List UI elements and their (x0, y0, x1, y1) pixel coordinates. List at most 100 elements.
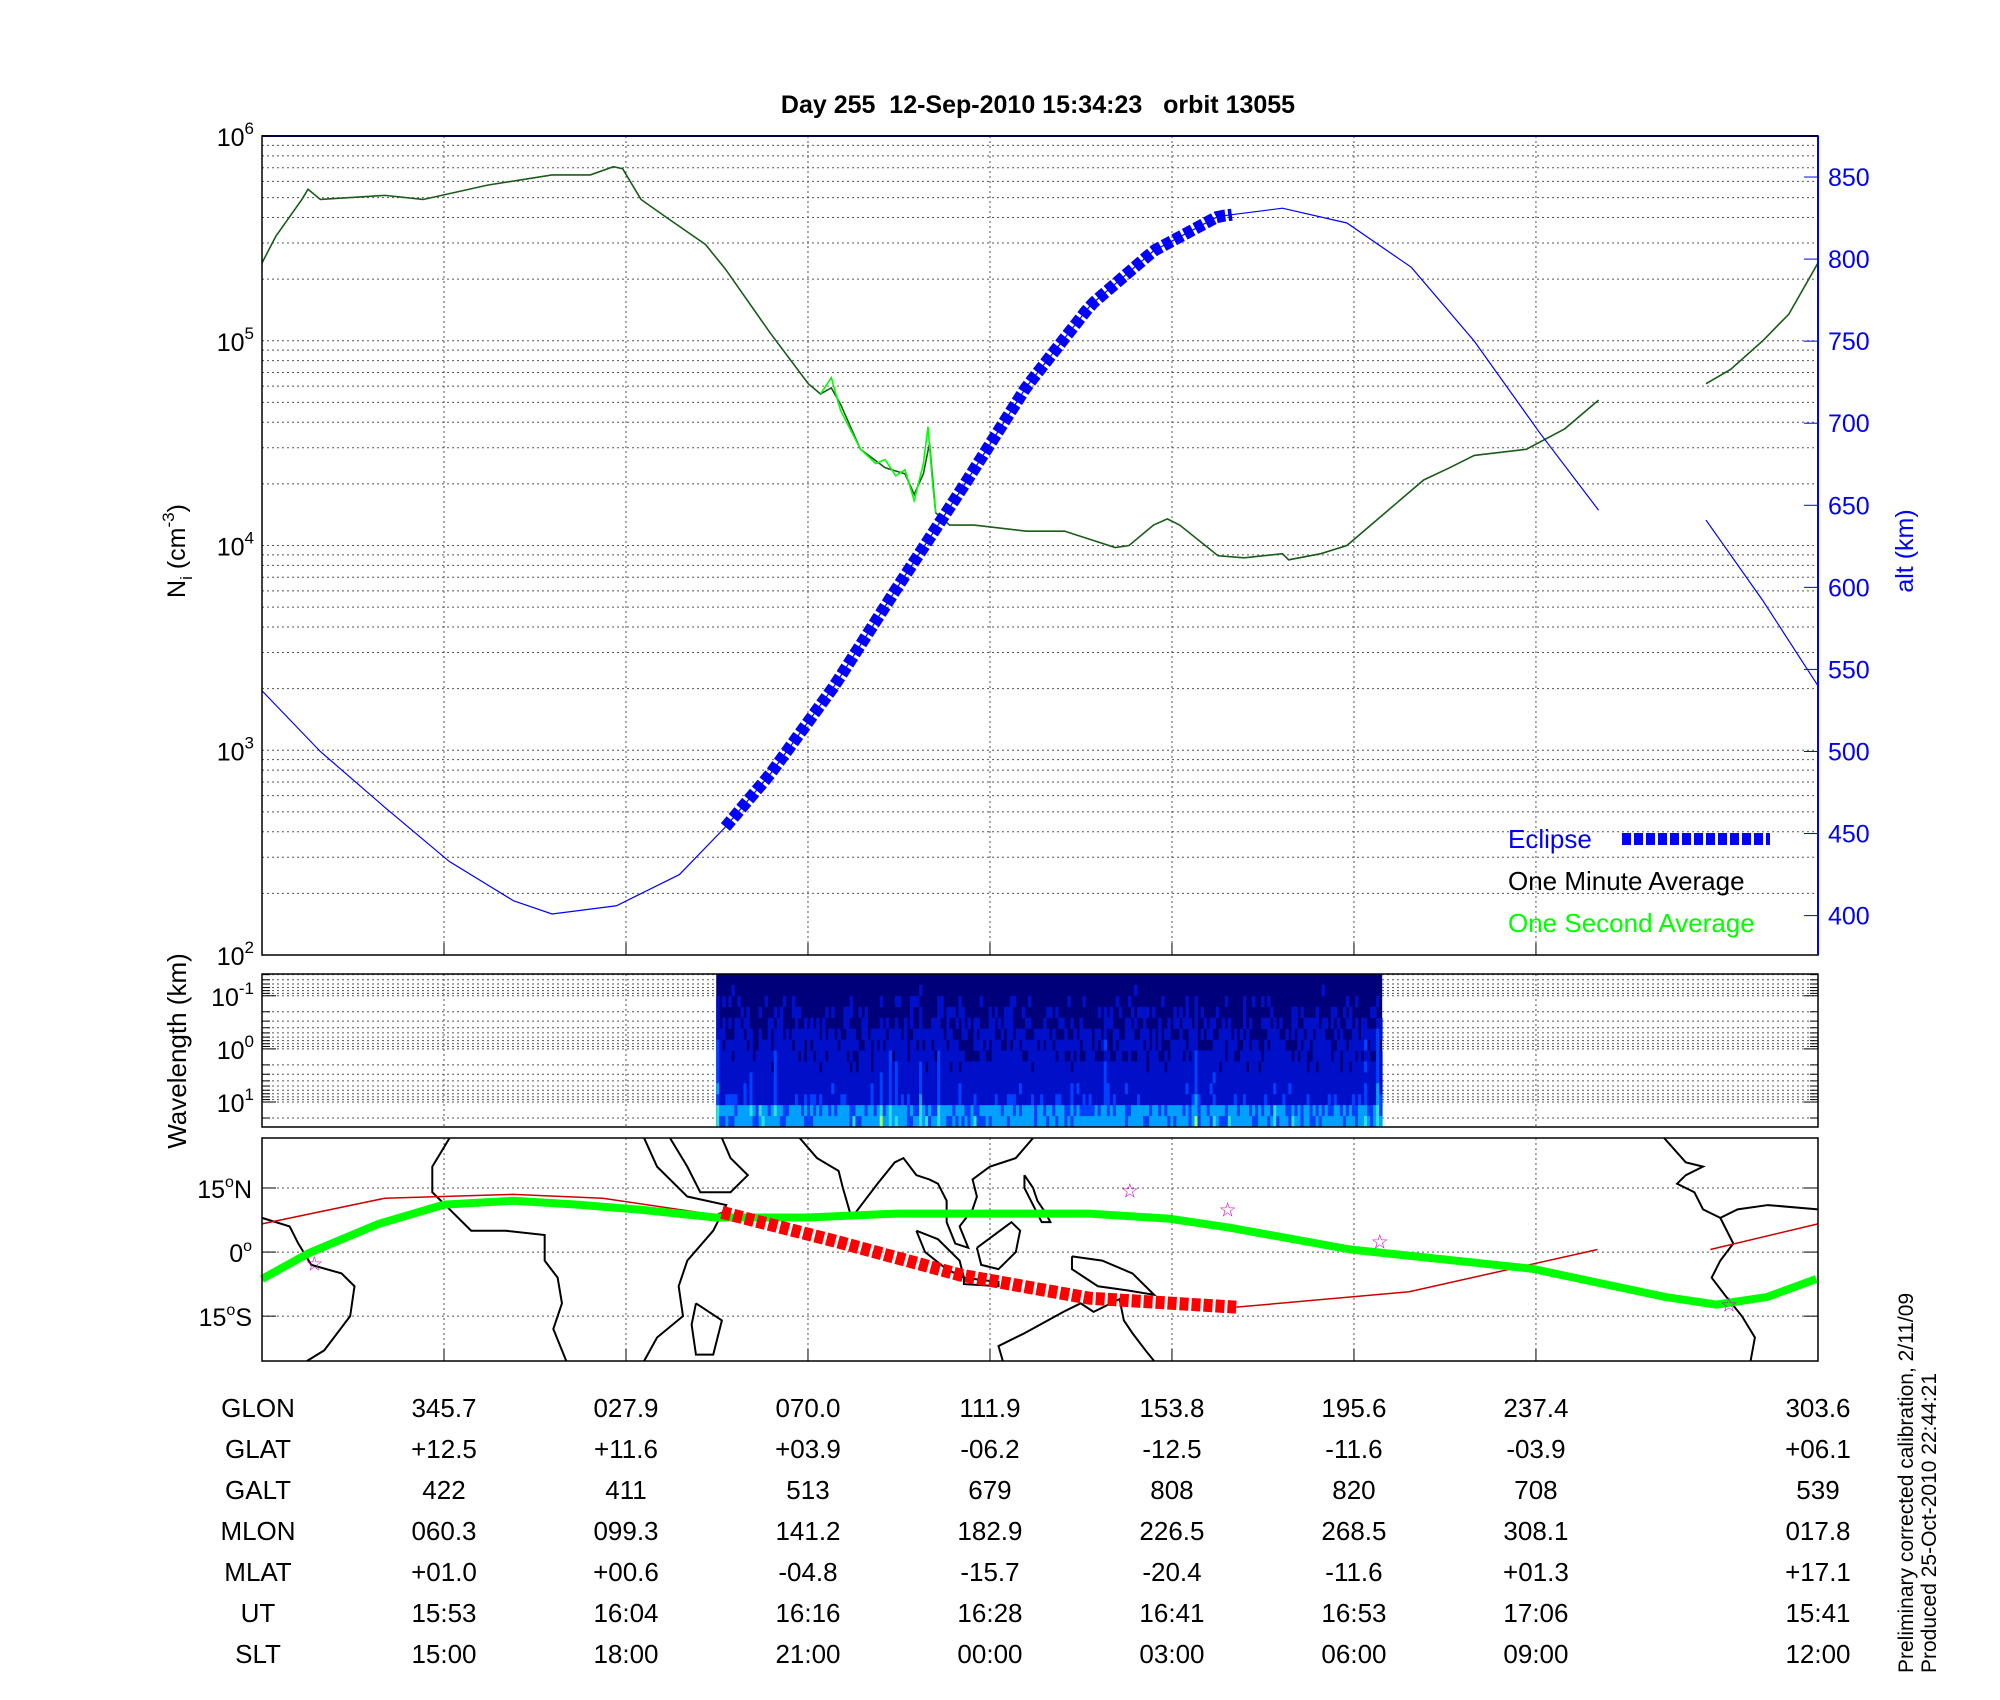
spectrogram-cell (776, 1116, 781, 1128)
spectrogram-cell (1303, 1017, 1307, 1030)
spectrogram-cell (912, 1050, 917, 1062)
spectrogram-cell (934, 1094, 938, 1106)
coastline-madagascar (690, 1302, 724, 1356)
spectrogram-cell (1270, 1083, 1274, 1095)
top-series (261, 165, 1819, 915)
spectrogram-cell (1082, 1028, 1086, 1040)
spectrogram-cell (1037, 1094, 1041, 1106)
spectrogram-cell (1140, 1006, 1144, 1019)
spectrogram-cell (819, 1072, 823, 1084)
spectrogram-cell (1046, 1061, 1050, 1073)
spectrogram-cell (1370, 1083, 1374, 1095)
spectrogram-cell (1031, 1039, 1035, 1051)
spectrogram-cell (870, 1094, 875, 1106)
spectrogram-cell (1379, 1072, 1383, 1084)
spectrogram-cell (1127, 1028, 1132, 1040)
spectrogram-cell (1106, 1061, 1111, 1073)
spectrogram-cell (864, 1094, 868, 1106)
spectrogram-cell (1252, 1105, 1256, 1117)
spectrogram-cell (1312, 1050, 1316, 1062)
spectrogram-cell (903, 1083, 908, 1095)
spectrogram-cell (1073, 1116, 1077, 1128)
spectrogram-cell (867, 1072, 872, 1084)
spectrogram-cell (773, 1083, 778, 1095)
spectrogram-cell (755, 1105, 759, 1117)
spectrogram-cell (1103, 1072, 1108, 1084)
spectrogram-cell (1239, 1105, 1244, 1117)
spectrogram-cell (791, 1094, 796, 1106)
table-cell: 303.6 (1785, 1393, 1850, 1423)
spectrogram-cell (1354, 1061, 1359, 1073)
spectrogram-cell (1342, 1050, 1347, 1062)
spectrogram-cell (946, 1072, 950, 1084)
spectrogram-cell (776, 1094, 781, 1106)
spectrogram-cell (1088, 1094, 1092, 1106)
spectrogram-cell (1245, 1116, 1250, 1128)
table-cell: -15.7 (960, 1557, 1019, 1587)
spectrogram-cell (1230, 1039, 1235, 1051)
spectrogram-cell (985, 1039, 990, 1051)
spectrogram-cell (1351, 1028, 1356, 1040)
spectrogram-cell (1255, 1072, 1259, 1084)
spectrogram-cell (1124, 1017, 1129, 1030)
spectrogram-cell (1052, 1105, 1056, 1117)
spectrogram-cell (719, 1061, 723, 1073)
spectrogram-cell (991, 1072, 996, 1084)
spectrogram-cell (1364, 1094, 1368, 1106)
spectrogram-cell (1252, 1116, 1256, 1128)
spectrogram-cell (964, 1105, 968, 1117)
spectrogram-cell (952, 1105, 956, 1117)
spectrogram-cell (912, 1105, 917, 1117)
spectrogram-cell (1312, 1094, 1316, 1106)
spectrogram-cell (1009, 1006, 1014, 1019)
spectrogram-cell (1312, 1039, 1316, 1051)
spectrogram-cell (1288, 1061, 1292, 1073)
spectrogram-cell (1003, 1094, 1008, 1106)
spectrogram-cell (1206, 1105, 1211, 1117)
spectrogram-cell (1067, 1072, 1071, 1084)
spectrogram-cell (1031, 1072, 1035, 1084)
spectrogram-cell (849, 1116, 853, 1128)
spectrogram-cell (1373, 1006, 1377, 1019)
spectrogram-cell (1070, 1017, 1074, 1030)
spectrogram-cell (982, 1050, 987, 1062)
spectrogram-cell (1279, 1039, 1283, 1051)
spectrogram-cell (1006, 1094, 1011, 1106)
spectrogram-cell (922, 1072, 926, 1084)
spectrogram-cell (1364, 1028, 1368, 1040)
spectrogram-cell (782, 1072, 787, 1084)
spectrogram-cell (997, 1083, 1002, 1095)
spectrogram-cell (955, 1017, 959, 1030)
spectrogram-cell (1103, 1083, 1108, 1095)
spectrogram-cell (1221, 1105, 1226, 1117)
spectrogram-cell (1109, 1017, 1114, 1030)
spectrogram-cell (1264, 1072, 1268, 1084)
spectrogram-cell (728, 1017, 732, 1030)
spectrogram-cell (819, 1105, 823, 1117)
spectrogram-cell (825, 1072, 829, 1084)
spectrogram-cell (967, 1017, 971, 1030)
spectrogram-cell (916, 1105, 920, 1117)
table-cell: 345.7 (411, 1393, 476, 1423)
coastline-philippines (1023, 1174, 1052, 1224)
spectrogram-cell (1124, 1105, 1129, 1117)
spectrogram-cell (952, 1006, 956, 1019)
spectrogram-cell (1336, 1039, 1341, 1051)
spectrogram-cell (1152, 1116, 1156, 1128)
spectrogram-cell (979, 1050, 984, 1062)
spectrogram-cell (785, 1039, 790, 1051)
spectrogram-cell (922, 1116, 926, 1128)
y-tick-label: 106 (217, 119, 254, 152)
y2-tick-label: 400 (1828, 903, 1870, 931)
spectrogram-cell (973, 1017, 977, 1030)
spectrogram-cell (985, 1028, 990, 1040)
spectrogram-cell (937, 1050, 941, 1062)
spectrogram-cell (1279, 1017, 1283, 1030)
spectrogram-cell (1097, 1094, 1102, 1106)
spectrogram-cell (867, 1094, 872, 1106)
spectrogram-cell (1233, 1094, 1238, 1106)
spectrogram-cell (1188, 1017, 1192, 1030)
spectrogram-cell (1324, 1050, 1329, 1062)
spectrogram-cell (940, 1039, 944, 1051)
spectrogram-cell (1212, 1105, 1217, 1117)
